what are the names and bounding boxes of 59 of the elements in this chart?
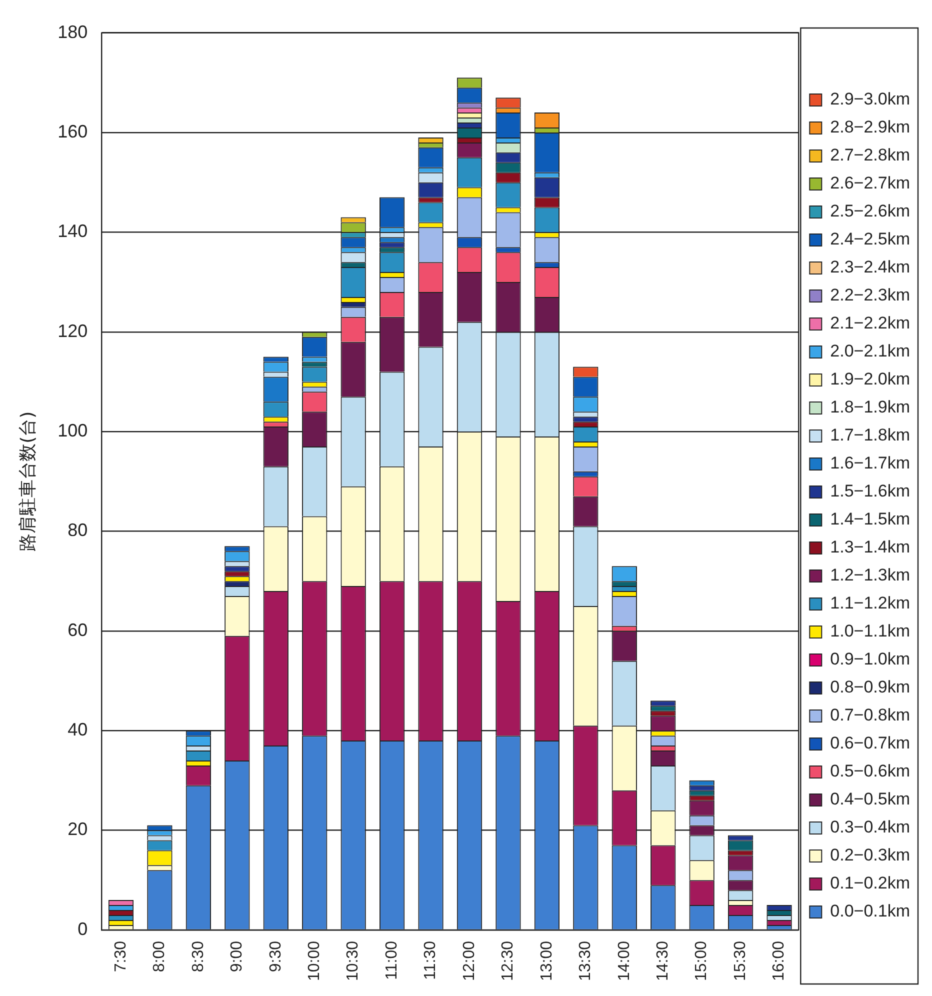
legend-label: 2.6−2.7km xyxy=(830,174,910,193)
x-tick-label: 16:00 xyxy=(770,940,788,982)
legend-label: 2.9−3.0km xyxy=(830,90,910,109)
x-tick-label: 12:30 xyxy=(500,940,517,982)
legend-label: 1.3−1.4km xyxy=(830,538,910,557)
x-tick-label: 8:00 xyxy=(151,940,168,972)
legend-label: 0.7−0.8km xyxy=(830,706,910,725)
legend-label: 0.2−0.3km xyxy=(830,846,910,865)
y-tick-label: 60 xyxy=(68,620,88,640)
legend-label: 0.9−1.0km xyxy=(830,650,910,669)
x-tick-label: 8:30 xyxy=(190,940,207,972)
legend-label: 1.6−1.7km xyxy=(830,454,910,473)
legend-label: 2.7−2.8km xyxy=(830,146,910,165)
legend-label: 0.6−0.7km xyxy=(830,734,910,753)
x-tick-label: 15:30 xyxy=(732,940,749,982)
legend-label: 1.1−1.2km xyxy=(830,594,910,613)
legend-label: 1.5−1.6km xyxy=(830,482,910,501)
legend-label: 2.5−2.6km xyxy=(830,202,910,221)
x-tick-label: 15:00 xyxy=(693,940,710,982)
legend-label: 0.0−0.1km xyxy=(830,902,910,921)
legend-label: 2.0−2.1km xyxy=(830,342,910,361)
x-tick-label: 11:30 xyxy=(422,940,440,980)
y-tick-label: 140 xyxy=(58,221,88,242)
x-tick-label: 13:30 xyxy=(577,940,594,982)
legend-label: 1.4−1.5km xyxy=(830,510,910,529)
x-tick-label: 7:30 xyxy=(112,940,130,972)
y-axis-title: 路肩駐車台数(台) xyxy=(17,411,38,552)
x-tick-label: 9:30 xyxy=(267,940,284,972)
legend-label: 2.3−2.4km xyxy=(830,258,910,277)
y-tick-label: 180 xyxy=(58,22,88,42)
legend-label: 0.8−0.9km xyxy=(830,678,910,697)
legend-label: 0.3−0.4km xyxy=(830,818,910,837)
y-tick-label: 160 xyxy=(58,121,88,142)
legend-label: 0.5−0.6km xyxy=(830,762,910,781)
legend-label: 1.9−2.0km xyxy=(830,370,910,389)
legend-label: 2.4−2.5km xyxy=(830,230,910,249)
y-tick-label: 20 xyxy=(68,819,88,840)
x-tick-label: 14:00 xyxy=(616,940,633,982)
y-tick-label: 0 xyxy=(78,918,88,939)
x-tick-label: 11:00 xyxy=(383,940,400,980)
x-tick-label: 10:30 xyxy=(344,940,362,982)
legend-label: 2.8−2.9km xyxy=(830,118,910,137)
y-tick-label: 40 xyxy=(68,720,88,740)
x-tick-label: 13:00 xyxy=(538,940,556,982)
legend-label: 1.7−1.8km xyxy=(830,426,910,445)
x-tick-label: 10:00 xyxy=(306,940,324,982)
legend-label: 1.2−1.3km xyxy=(830,566,910,585)
x-tick-label: 9:00 xyxy=(228,940,246,972)
y-tick-label: 120 xyxy=(58,320,88,341)
x-tick-label: 14:30 xyxy=(654,940,672,982)
legend-label: 1.8−1.9km xyxy=(830,398,910,417)
y-tick-label: 100 xyxy=(58,420,88,441)
legend-label: 2.2−2.3km xyxy=(830,286,910,305)
legend-label: 1.0−1.1km xyxy=(830,622,910,641)
legend-label: 0.1−0.2km xyxy=(830,874,910,893)
legend-label: 2.1−2.2km xyxy=(830,314,910,333)
y-tick-label: 80 xyxy=(68,520,88,540)
legend-label: 0.4−0.5km xyxy=(830,790,910,809)
x-tick-label: 12:00 xyxy=(460,940,478,982)
